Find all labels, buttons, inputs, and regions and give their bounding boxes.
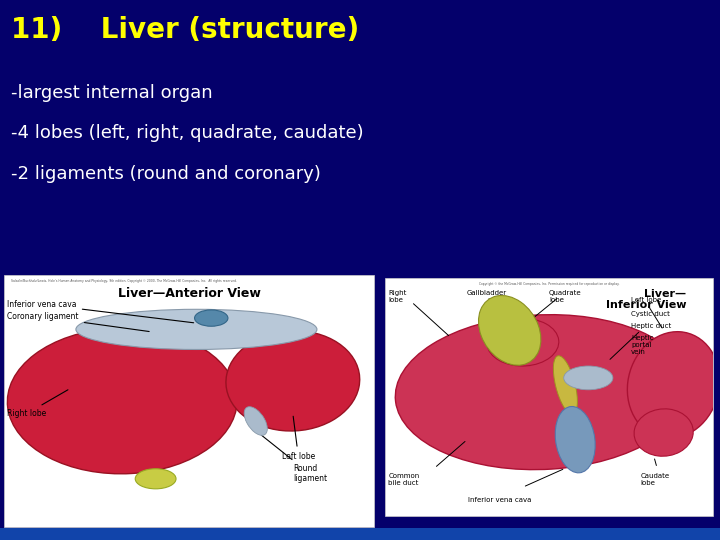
Text: Liver—
Inferior View: Liver— Inferior View <box>606 289 687 310</box>
Text: Saladin/Buchholz/Lewis, Hole's Human Anatomy and Physiology, 9th edition. Copyri: Saladin/Buchholz/Lewis, Hole's Human Ana… <box>11 279 237 283</box>
Text: Inferior vena cava: Inferior vena cava <box>468 497 531 503</box>
Ellipse shape <box>226 330 360 431</box>
Ellipse shape <box>627 332 719 438</box>
Text: -4 lobes (left, right, quadrate, caudate): -4 lobes (left, right, quadrate, caudate… <box>11 124 364 142</box>
FancyBboxPatch shape <box>4 275 374 526</box>
Ellipse shape <box>479 295 541 365</box>
Text: Inferior vena cava: Inferior vena cava <box>7 300 194 323</box>
Bar <box>0 528 720 540</box>
Text: Left lobe: Left lobe <box>631 297 661 303</box>
Ellipse shape <box>555 407 595 473</box>
Ellipse shape <box>7 328 237 474</box>
Ellipse shape <box>135 469 176 489</box>
Text: Heptic duct: Heptic duct <box>631 323 671 329</box>
Ellipse shape <box>564 366 613 390</box>
Text: Copyright © the McGraw-Hill Companies, Inc. Permission required for reproduction: Copyright © the McGraw-Hill Companies, I… <box>479 282 619 286</box>
Text: Right lobe: Right lobe <box>7 390 68 418</box>
Text: Quadrate
lobe: Quadrate lobe <box>549 290 582 303</box>
Ellipse shape <box>634 409 693 456</box>
Text: Caudate
lobe: Caudate lobe <box>641 473 670 486</box>
Text: Common
bile duct: Common bile duct <box>389 473 420 486</box>
Ellipse shape <box>194 310 228 326</box>
Ellipse shape <box>244 407 267 435</box>
Text: -2 ligaments (round and coronary): -2 ligaments (round and coronary) <box>11 165 320 183</box>
Ellipse shape <box>554 356 577 414</box>
Text: Round
ligament: Round ligament <box>261 435 327 483</box>
Text: Heptic
portal
vein: Heptic portal vein <box>631 335 654 355</box>
Text: Left lobe: Left lobe <box>282 416 315 461</box>
Text: Cystic duct: Cystic duct <box>631 312 670 318</box>
Ellipse shape <box>487 319 559 366</box>
FancyBboxPatch shape <box>385 278 713 516</box>
Ellipse shape <box>76 309 317 349</box>
Ellipse shape <box>395 315 690 470</box>
Text: Right
lobe: Right lobe <box>389 290 407 303</box>
Text: Gallbladder: Gallbladder <box>467 290 507 296</box>
Text: -largest internal organ: -largest internal organ <box>11 84 212 102</box>
Text: Liver—Anterior View: Liver—Anterior View <box>117 287 261 300</box>
Text: Coronary ligament: Coronary ligament <box>7 312 149 332</box>
Text: 11)    Liver (structure): 11) Liver (structure) <box>11 16 359 44</box>
